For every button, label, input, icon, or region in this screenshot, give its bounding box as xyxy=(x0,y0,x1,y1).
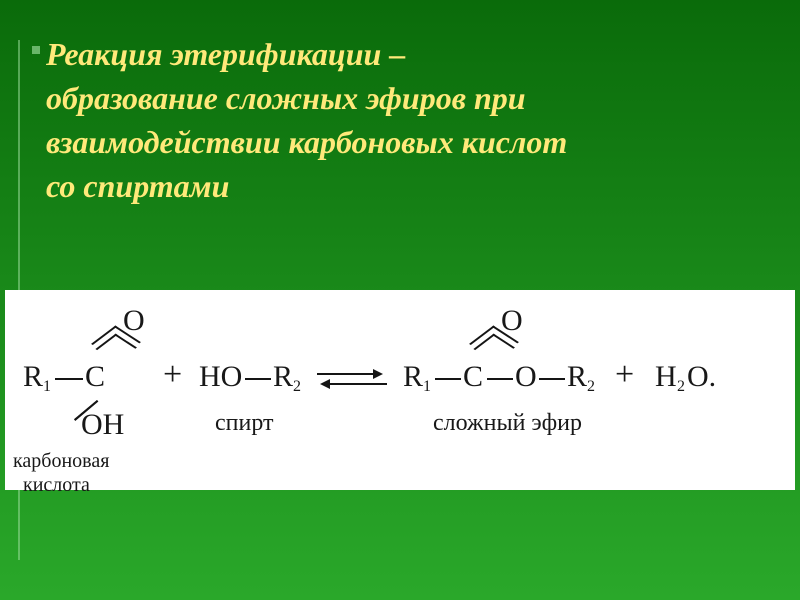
r2-HO: HO xyxy=(199,360,242,394)
esterification-equation: R 1 C O OH карбоновая кислота + HO R 2 с… xyxy=(5,290,795,490)
r1-OH: OH xyxy=(81,408,124,442)
p1-R-sub: 1 xyxy=(423,378,431,396)
slide-bullet xyxy=(32,46,40,54)
r1-label2: кислота xyxy=(23,474,90,497)
p1-R: R xyxy=(403,360,423,394)
p2-H: H xyxy=(655,360,677,394)
title-line-3: взаимодействии карбоновых кислот xyxy=(46,120,770,164)
plus-1: + xyxy=(163,356,182,394)
r1-R-sub: 1 xyxy=(43,378,51,396)
slide-title: Реакция этерификации – образование сложн… xyxy=(46,32,770,209)
p1-R2: R xyxy=(567,360,587,394)
r1-C: C xyxy=(85,360,105,394)
r1-dO: O xyxy=(123,304,145,338)
equilibrium-arrow xyxy=(317,370,387,390)
p2-O: O. xyxy=(687,360,716,394)
r2-bond xyxy=(245,378,271,380)
p1-O: O xyxy=(515,360,537,394)
plus-2: + xyxy=(615,356,634,394)
r2-label: спирт xyxy=(215,410,274,437)
r1-R: R xyxy=(23,360,43,394)
p1-R2-sub: 2 xyxy=(587,378,595,396)
p1-dO: O xyxy=(501,304,523,338)
p1-bond-RC xyxy=(435,378,461,380)
p1-bond-OR xyxy=(539,378,565,380)
r1-label: карбоновая xyxy=(13,450,109,473)
p1-label: сложный эфир xyxy=(433,410,582,437)
title-line-2: образование сложных эфиров при xyxy=(46,76,770,120)
r2-R-sub: 2 xyxy=(293,378,301,396)
p2-sub: 2 xyxy=(677,378,685,396)
title-line-1: Реакция этерификации – xyxy=(46,32,770,76)
p1-C: C xyxy=(463,360,483,394)
r1-bond-RC xyxy=(55,378,83,380)
p1-bond-CO xyxy=(487,378,513,380)
r2-R: R xyxy=(273,360,293,394)
reaction-panel: R 1 C O OH карбоновая кислота + HO R 2 с… xyxy=(5,290,795,490)
title-line-4: со спиртами xyxy=(46,164,770,208)
